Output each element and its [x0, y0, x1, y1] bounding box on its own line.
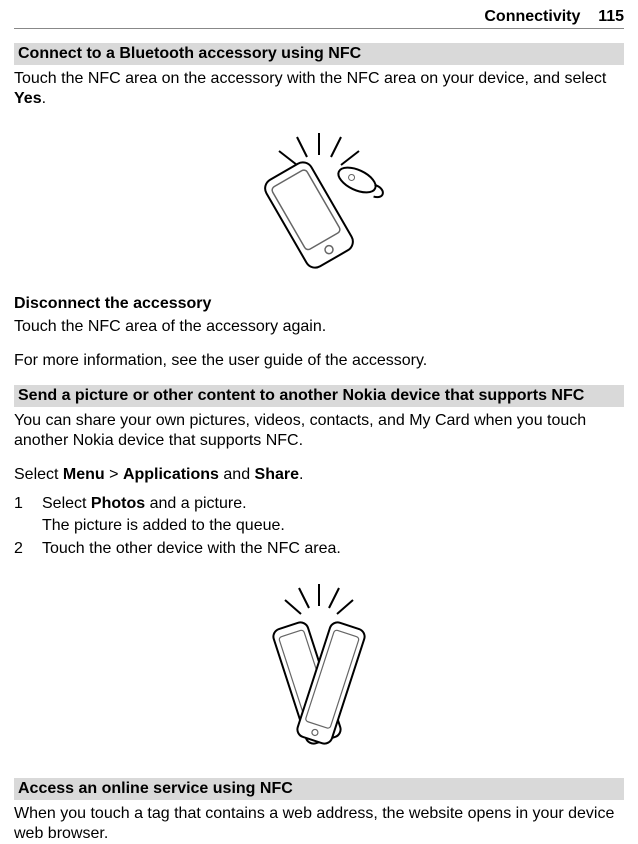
step-1: Select Photos and a picture. The picture…	[14, 493, 624, 536]
step1-pre: Select	[42, 495, 91, 512]
selectline-gt: >	[105, 466, 123, 483]
step-2: Touch the other device with the NFC area…	[14, 538, 624, 560]
share-label: Share	[255, 466, 299, 483]
chapter-name: Connectivity	[484, 8, 580, 25]
moreinfo-text: For more information, see the user guide…	[14, 351, 624, 371]
step1-sub: The picture is added to the queue.	[42, 515, 624, 537]
section-heading-online-service: Access an online service using NFC	[14, 778, 624, 800]
illustration-two-phones	[229, 578, 409, 758]
steps-list: Select Photos and a picture. The picture…	[14, 493, 624, 560]
section1-intro-post: .	[42, 90, 46, 107]
selectline-post: .	[299, 466, 303, 483]
section3-text: When you touch a tag that contains a web…	[14, 804, 624, 844]
selectline-pre: Select	[14, 466, 63, 483]
applications-label: Applications	[123, 466, 219, 483]
select-menu-line: Select Menu > Applications and Share.	[14, 465, 624, 485]
section2-intro: You can share your own pictures, videos,…	[14, 411, 624, 451]
photos-label: Photos	[91, 495, 145, 512]
illustration-phone-headset	[219, 125, 419, 275]
disconnect-text: Touch the NFC area of the accessory agai…	[14, 317, 624, 337]
section-heading-send-nfc: Send a picture or other content to anoth…	[14, 385, 624, 407]
menu-label: Menu	[63, 466, 105, 483]
section-heading-nfc-bluetooth: Connect to a Bluetooth accessory using N…	[14, 43, 624, 65]
subheading-disconnect: Disconnect the accessory	[14, 295, 624, 313]
section1-intro: Touch the NFC area on the accessory with…	[14, 69, 624, 109]
selectline-mid: and	[219, 466, 255, 483]
step1-post: and a picture.	[145, 495, 246, 512]
page-header: Connectivity 115	[14, 8, 624, 29]
section1-intro-pre: Touch the NFC area on the accessory with…	[14, 70, 606, 87]
yes-label: Yes	[14, 90, 42, 107]
page-number: 115	[598, 8, 624, 25]
